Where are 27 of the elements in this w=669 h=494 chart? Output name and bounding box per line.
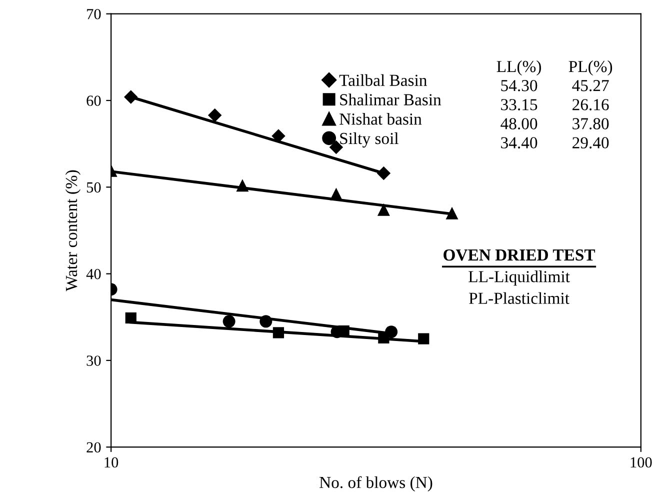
x-tick-label: 10: [104, 457, 118, 468]
annotation: PL(%): [568, 60, 612, 76]
legend-label: Nishat basin: [340, 113, 422, 125]
annotation: 34.40: [501, 137, 538, 148]
y-tick-label: 50: [86, 182, 101, 193]
x-axis-title: No. of blows (N): [320, 476, 432, 492]
annotation: OVEN DRIED TEST: [444, 249, 596, 261]
annotation: LL-Liquidlimit: [468, 270, 570, 286]
y-axis-title: Water content (%): [65, 170, 80, 292]
annotation: LL(%): [496, 60, 541, 76]
annotation: 54.30: [501, 80, 538, 92]
y-tick-label: 70: [87, 8, 101, 20]
y-tick-label: 20: [86, 442, 101, 453]
annotation: 26.16: [572, 99, 609, 110]
legend-label: Silty soil: [340, 132, 398, 148]
annotation: 37.80: [572, 118, 609, 130]
annotation: 45.27: [572, 80, 609, 92]
annotation: 33.15: [501, 99, 538, 110]
legend-label: Tailbal Basin: [339, 74, 427, 86]
y-tick-label: 60: [86, 96, 101, 106]
y-tick-label: 30: [86, 356, 101, 366]
annotation: 48.00: [500, 118, 538, 130]
annotation: PL-Plasticlimit: [469, 292, 570, 304]
x-tick-label: 100: [630, 457, 652, 468]
y-tick-label: 40: [86, 268, 101, 280]
legend-label: Shalimar Basin: [340, 94, 442, 106]
annotation: 29.40: [572, 137, 609, 148]
